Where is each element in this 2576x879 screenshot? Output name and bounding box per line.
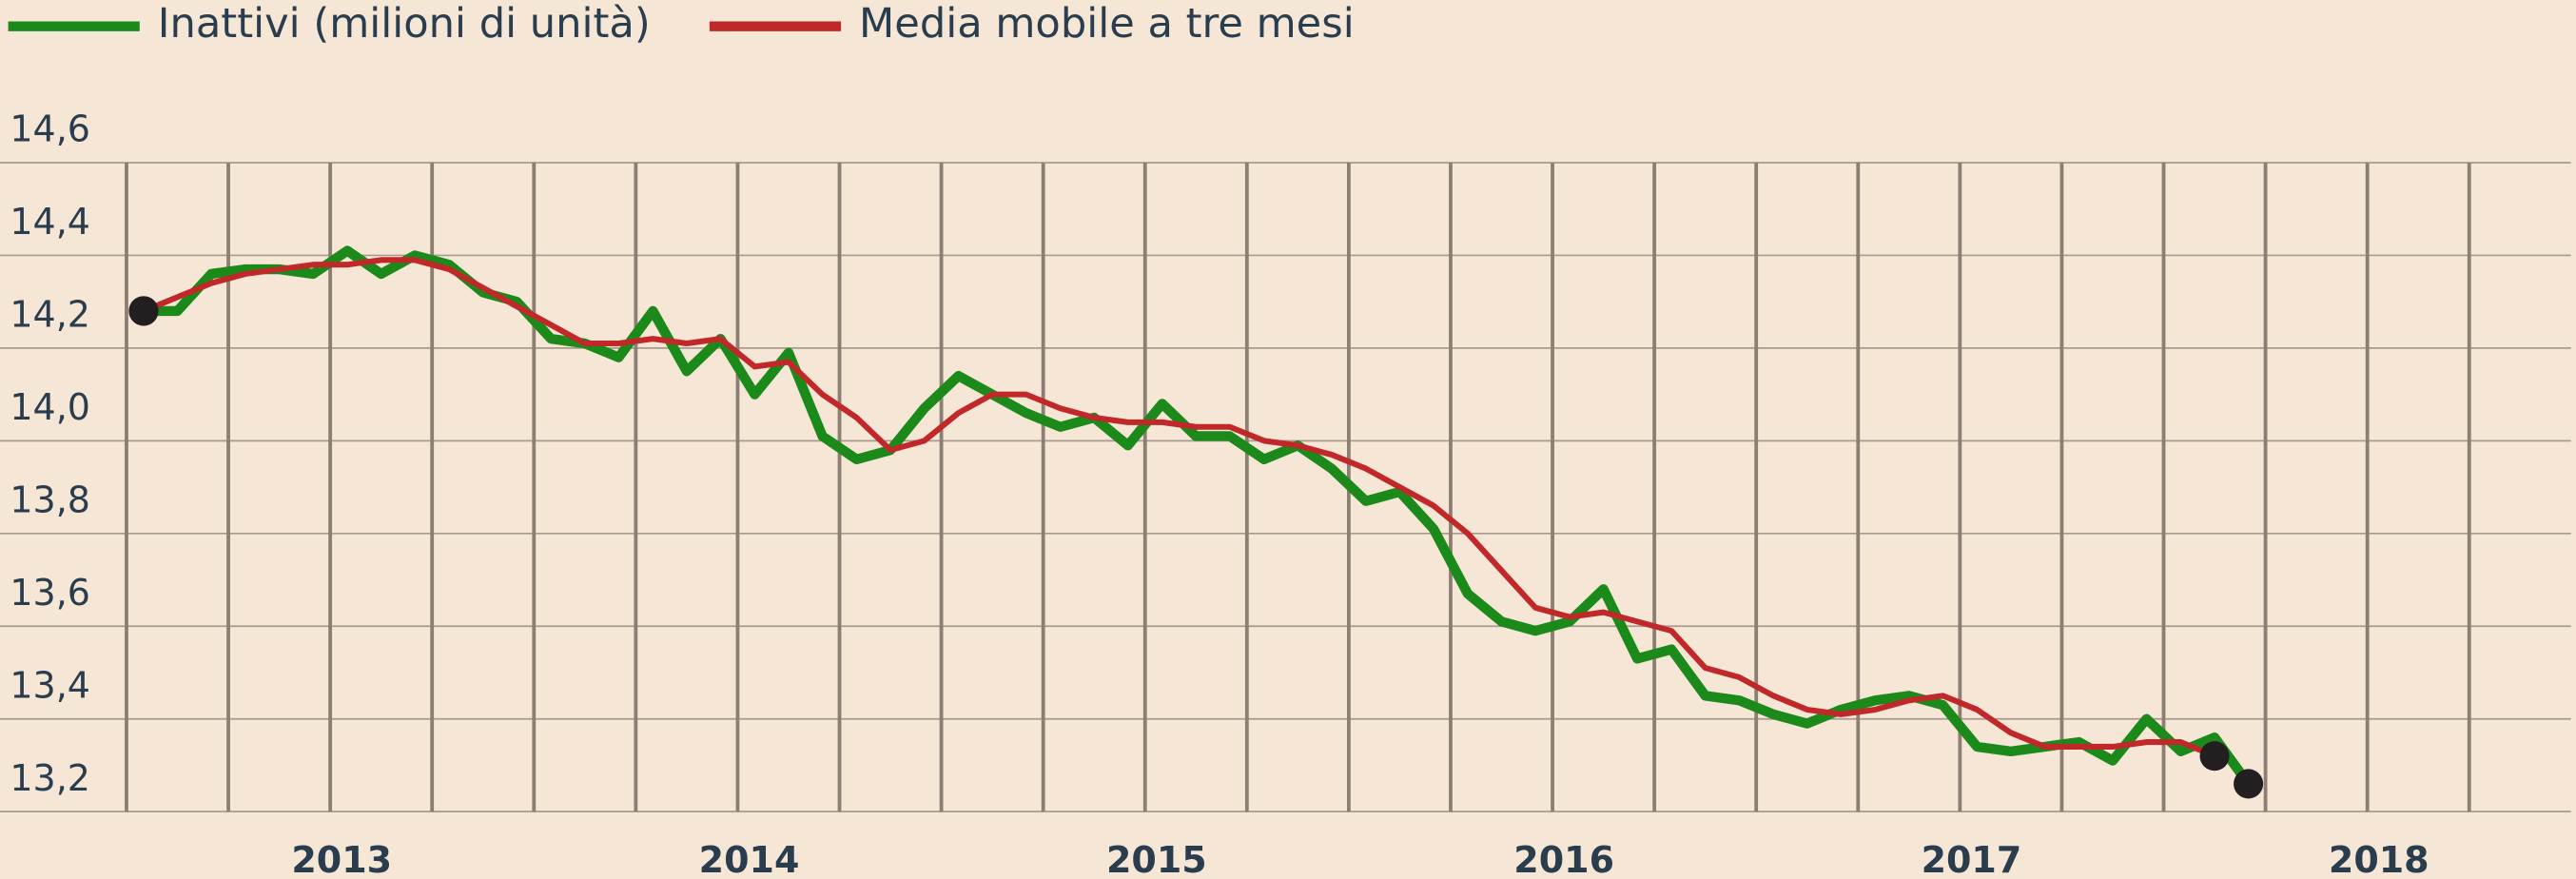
legend-label: Inattivi (milioni di unità): [158, 0, 651, 48]
y-tick-label: 14,6: [10, 108, 90, 150]
y-tick-label: 14,2: [10, 294, 90, 336]
y-tick-label: 13,2: [10, 757, 90, 799]
series-line: [143, 245, 2253, 787]
x-tick-label: 2013: [291, 839, 392, 879]
x-tick-label: 2016: [1513, 839, 1614, 879]
y-tick-label: 13,6: [10, 572, 90, 614]
end-marker: [2199, 741, 2230, 772]
y-tick-label: 14,0: [10, 386, 90, 428]
legend-label: Media mobile a tre mesi: [859, 0, 1355, 48]
y-tick-label: 13,4: [10, 664, 90, 706]
x-tick-label: 2017: [1922, 839, 2022, 879]
x-tick-label: 2015: [1106, 839, 1207, 879]
series-line: [142, 257, 2216, 759]
y-tick-label: 13,8: [10, 479, 90, 520]
end-marker: [128, 296, 159, 326]
x-tick-label: 2014: [699, 839, 800, 879]
x-tick-label: 2018: [2329, 839, 2430, 879]
y-tick-label: 14,4: [10, 201, 90, 243]
end-marker: [2234, 769, 2264, 799]
